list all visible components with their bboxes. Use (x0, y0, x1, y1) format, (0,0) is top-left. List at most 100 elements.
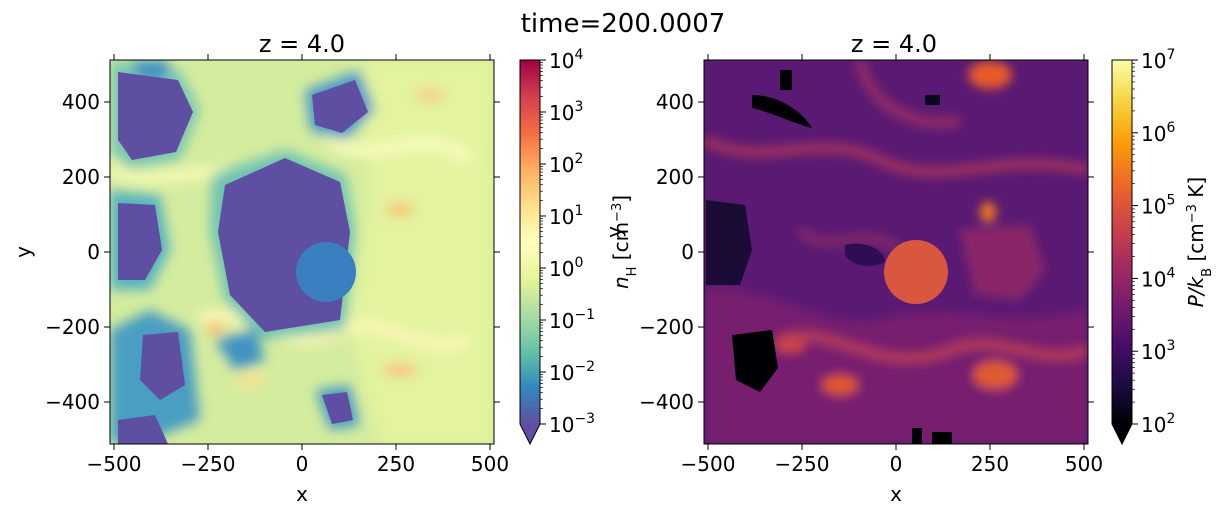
pressure-filament (854, 60, 962, 129)
colorbar-tick-label: 102 (1141, 411, 1175, 437)
colorbar-tick-label: 102 (549, 151, 583, 177)
colorbar-tick-label: 106 (1141, 120, 1175, 146)
density-void-fringe (215, 330, 265, 370)
x-tick-label: −500 (681, 452, 736, 476)
pressure-x-ticks: −500 −250 0 250 500 (681, 54, 1103, 476)
colorbar-tick-label: 10−1 (549, 307, 595, 333)
cb-label-unit: [cm (1184, 223, 1208, 268)
density-colorbar-label: nH [cm−3] (609, 195, 640, 289)
pressure-colorbar-gradient (1112, 60, 1132, 424)
x-tick-label: 0 (890, 452, 903, 476)
pressure-y-ticks: 400 200 0 −200 −400 (639, 90, 1094, 414)
y-tick-label: 0 (87, 240, 100, 264)
cb-label-sub: H (625, 267, 640, 277)
density-void (118, 72, 193, 160)
pressure-void (932, 432, 952, 444)
density-panel: z = 4.0 (11, 30, 640, 506)
density-bubble (296, 242, 356, 302)
pressure-filament (778, 330, 1088, 364)
pressure-bubble (884, 240, 948, 304)
cb-label-close: ] (609, 195, 633, 203)
pressure-void (780, 70, 792, 90)
pressure-x-axis-label: x (890, 482, 902, 506)
cb-label-sub: B (1200, 268, 1215, 277)
density-panel-title: z = 4.0 (259, 30, 345, 58)
x-tick-label: −250 (775, 452, 830, 476)
density-clump (236, 374, 264, 386)
y-tick-label: 0 (681, 240, 694, 264)
pressure-void (732, 330, 778, 392)
colorbar-tick-label: 104 (1141, 265, 1175, 291)
density-void (118, 203, 162, 280)
density-colorbar-extend-min (520, 424, 540, 444)
density-heatmap (110, 60, 494, 444)
y-tick-label: 400 (656, 90, 694, 114)
y-tick-label: −200 (45, 315, 100, 339)
figure-suptitle: time=200.0007 (521, 9, 726, 39)
density-void (118, 415, 168, 444)
x-tick-label: −500 (87, 452, 142, 476)
pressure-void (845, 243, 885, 266)
density-y-axis-label: y (11, 246, 35, 258)
y-tick-label: 200 (62, 165, 100, 189)
density-clump (207, 322, 223, 334)
density-x-axis-label: x (296, 482, 308, 506)
x-tick-label: 250 (377, 452, 415, 476)
x-tick-label: −250 (181, 452, 236, 476)
density-colorbar-ticks: 104 103 102 101 100 10−1 10−2 10−3 (540, 47, 595, 437)
pressure-colorbar-label: P/kB [cm−3 K] (1184, 177, 1215, 307)
colorbar-tick-label: 101 (549, 203, 583, 229)
colorbar-tick-label: 10−2 (549, 359, 595, 385)
colorbar-tick-label: 100 (549, 255, 583, 281)
density-void (140, 332, 185, 400)
cb-label-main: P/k (1184, 275, 1208, 307)
colorbar-tick-label: 103 (549, 99, 583, 125)
pressure-hot-spot (968, 61, 1012, 89)
density-warm-region (350, 60, 494, 444)
pressure-hot-spot (980, 202, 996, 222)
pressure-hot-spot (822, 375, 858, 395)
pressure-void (706, 200, 752, 285)
pressure-hot-spot (774, 337, 806, 353)
y-tick-label: −200 (639, 315, 694, 339)
pressure-filament (797, 226, 903, 254)
y-tick-label: −400 (639, 390, 694, 414)
cb-label-unit: [cm (609, 222, 633, 267)
density-clump (386, 205, 414, 215)
pressure-heatmap (704, 60, 1088, 444)
density-clump (382, 365, 418, 375)
pressure-hot-spot (973, 361, 1017, 389)
x-tick-label: 500 (471, 452, 509, 476)
pressure-void (912, 428, 922, 444)
pressure-colorbar-extend-min (1112, 424, 1132, 444)
pressure-void (752, 95, 812, 128)
density-colorbar-gradient (520, 60, 540, 424)
density-clump (414, 90, 446, 100)
pressure-panel-title: z = 4.0 (851, 30, 937, 58)
x-tick-label: 500 (1065, 452, 1103, 476)
colorbar-tick-label: 105 (1141, 193, 1175, 219)
cb-label-main: n (609, 276, 633, 289)
overlap-y-label: y (602, 226, 626, 238)
pressure-shell (960, 225, 1045, 300)
cb-label-exp: −3 (1185, 204, 1200, 223)
pressure-warm-region (704, 288, 1088, 444)
y-tick-label: 400 (62, 90, 100, 114)
pressure-void (925, 95, 940, 105)
pressure-panel: z = 4.0 (639, 30, 1214, 506)
density-filament (326, 133, 475, 166)
y-tick-label: 200 (656, 165, 694, 189)
density-colorbar-frame (519, 59, 541, 446)
density-colorbar: 104 103 102 101 100 10−1 10−2 10−3 nH [cm−3] y (519, 47, 640, 446)
pressure-colorbar-ticks: 107 106 105 104 103 102 (1132, 47, 1175, 437)
y-tick-label: −400 (45, 390, 100, 414)
x-tick-label: 250 (971, 452, 1009, 476)
pressure-colorbar: 107 106 105 104 103 102 P/kB [cm−3 K] (1111, 47, 1215, 446)
cb-label-exp: −3 (610, 203, 625, 222)
x-tick-label: 0 (296, 452, 309, 476)
pressure-filament (704, 135, 1088, 177)
density-y-ticks: 400 200 0 −200 −400 (45, 90, 500, 414)
colorbar-tick-label: 107 (1141, 47, 1175, 73)
density-void (322, 392, 353, 424)
